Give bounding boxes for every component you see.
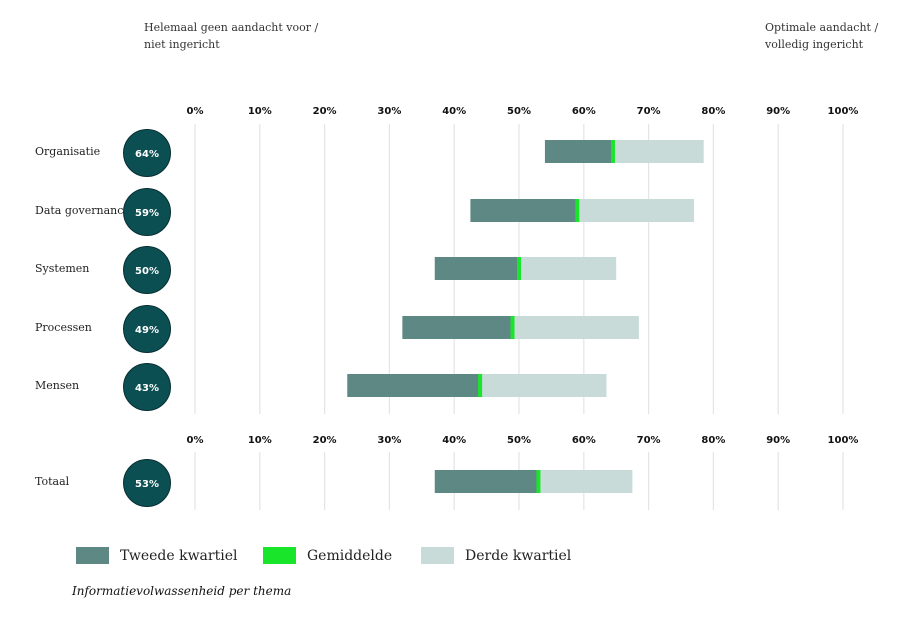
chart-caption: Informatievolwassenheid per thema (72, 584, 292, 598)
x-tick-label: 100% (828, 106, 859, 117)
score-circle (123, 459, 171, 507)
category-label: Processen (35, 321, 92, 334)
bar-q2 (470, 199, 578, 222)
score-label: 59% (135, 208, 159, 219)
bar-q3 (519, 257, 617, 280)
legend-swatch-q2 (76, 547, 109, 564)
average-marker (510, 316, 515, 339)
average-marker (517, 257, 521, 280)
score-label: 50% (135, 266, 159, 277)
x-tick-label: 10% (248, 106, 272, 117)
x-tick-label: 80% (701, 106, 725, 117)
legend-swatch-q3 (421, 547, 454, 564)
bar-q2 (434, 257, 519, 280)
score-label: 49% (135, 325, 159, 336)
bar-q2 (434, 470, 539, 493)
bar-q3 (538, 470, 633, 493)
x-tick-label: 80% (701, 435, 725, 446)
x-tick-label: 50% (507, 435, 531, 446)
x-tick-label: 100% (828, 435, 859, 446)
average-marker (478, 374, 483, 397)
score-circle (123, 129, 171, 177)
legend-item-q3: Derde kwartiel (421, 547, 571, 564)
bar-q2 (347, 374, 481, 397)
category-label: Data governance (35, 204, 130, 217)
score-label: 43% (135, 383, 159, 394)
category-label: Totaal (35, 475, 70, 488)
x-tick-label: 30% (377, 435, 401, 446)
score-circle (123, 363, 171, 411)
x-tick-label: 40% (442, 435, 466, 446)
x-tick-label: 60% (572, 106, 596, 117)
x-tick-label: 10% (248, 435, 272, 446)
x-tick-label: 40% (442, 106, 466, 117)
x-tick-label: 60% (572, 435, 596, 446)
x-tick-label: 90% (766, 435, 790, 446)
average-marker (575, 199, 580, 222)
legend-item-avg: Gemiddelde (263, 547, 392, 564)
x-tick-label: 90% (766, 106, 790, 117)
x-tick-label: 0% (187, 106, 204, 117)
bar-q3 (612, 140, 704, 163)
score-label: 64% (135, 149, 159, 160)
x-tick-label: 70% (637, 106, 661, 117)
legend-swatch-avg (263, 547, 296, 564)
average-marker (536, 470, 541, 493)
x-tick-label: 20% (313, 106, 337, 117)
category-label: Organisatie (35, 145, 100, 158)
score-label: 53% (135, 479, 159, 490)
bar-q3 (480, 374, 607, 397)
score-circle (123, 305, 171, 353)
legend-item-q2: Tweede kwartiel (76, 547, 237, 564)
x-tick-label: 30% (377, 106, 401, 117)
category-label: Mensen (35, 379, 79, 392)
bar-q2 (544, 140, 613, 163)
x-tick-label: 20% (313, 435, 337, 446)
x-tick-label: 70% (637, 435, 661, 446)
bar-q3 (577, 199, 694, 222)
bar-q2 (402, 316, 513, 339)
bar-q3 (512, 316, 639, 339)
legend-label-avg: Gemiddelde (307, 547, 393, 564)
x-tick-label: 0% (187, 435, 204, 446)
legend-label-q3: Derde kwartiel (465, 547, 572, 564)
score-circle (123, 246, 171, 294)
score-circle (123, 188, 171, 236)
average-marker (610, 140, 615, 163)
left-scale-note: Helemaal geen aandacht voor / niet inger… (144, 21, 319, 51)
category-label: Systemen (35, 262, 89, 275)
legend-label-q2: Tweede kwartiel (120, 547, 238, 564)
x-tick-label: 50% (507, 106, 531, 117)
right-scale-note: Optimale aandacht / volledig ingericht (765, 21, 879, 51)
